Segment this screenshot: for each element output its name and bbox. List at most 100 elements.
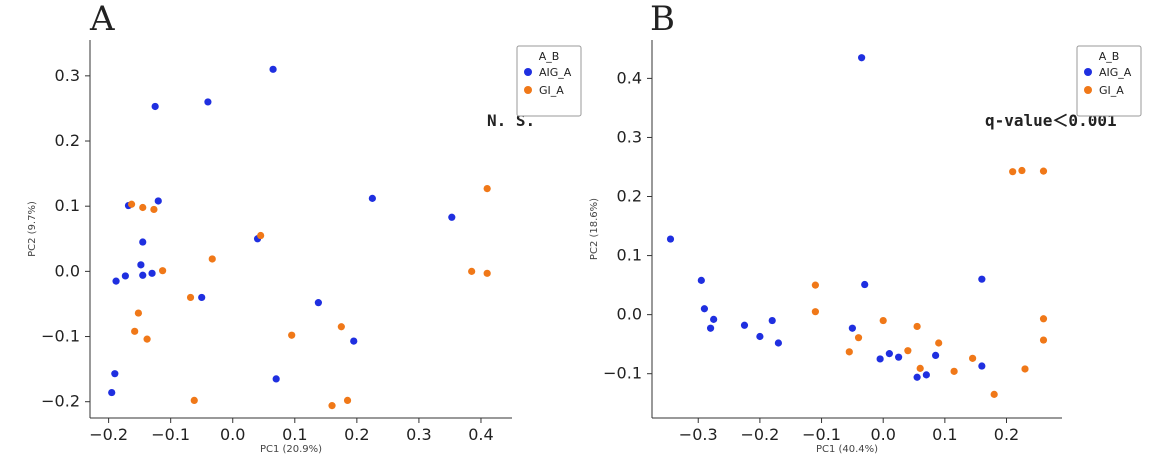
legend-entry-label: GI_A <box>539 84 564 97</box>
point-aig-a <box>700 305 709 313</box>
point-gi-a <box>1018 166 1026 175</box>
y-tick-label: −0.1 <box>603 364 642 383</box>
point-aig-a <box>272 375 280 383</box>
point-aig-a <box>895 353 903 361</box>
point-gi-a <box>811 281 819 289</box>
legend-box <box>1076 45 1142 117</box>
x-axis-label: PC1 (20.9%) <box>260 444 322 455</box>
x-tick-label: −0.1 <box>151 425 190 444</box>
panel-letter: B <box>650 0 675 39</box>
point-aig-a <box>350 337 358 345</box>
point-aig-a <box>774 339 782 347</box>
point-gi-a <box>150 205 158 214</box>
point-gi-a <box>811 308 819 316</box>
point-aig-a <box>139 238 147 246</box>
point-gi-a <box>131 327 139 335</box>
point-gi-a <box>969 354 977 362</box>
point-gi-a <box>134 309 143 317</box>
point-gi-a <box>139 203 147 212</box>
point-aig-a <box>314 299 322 307</box>
legend: A_B AIG_A GI_A <box>1076 45 1142 117</box>
point-aig-a <box>121 272 129 280</box>
y-tick-label: 0.4 <box>617 68 642 87</box>
point-gi-a <box>190 396 198 405</box>
point-aig-a <box>978 362 986 370</box>
point-aig-a <box>139 271 147 279</box>
point-gi-a <box>1039 315 1048 323</box>
point-gi-a <box>288 331 296 339</box>
point-aig-a <box>768 316 776 325</box>
point-gi-a <box>950 367 958 375</box>
point-gi-a <box>143 335 151 343</box>
y-tick-label: 0.0 <box>55 261 80 280</box>
point-aig-a <box>148 269 156 277</box>
y-axis-label: PC2 (18.6%) <box>589 198 600 260</box>
point-gi-a <box>990 390 998 398</box>
point-gi-a <box>208 255 216 263</box>
point-aig-a <box>913 373 921 381</box>
x-tick-label: −0.2 <box>740 425 779 444</box>
point-aig-a <box>112 277 120 285</box>
legend-entry-label: AIG_A <box>539 66 572 79</box>
y-tick-label: 0.0 <box>617 305 642 324</box>
point-aig-a <box>885 350 893 358</box>
y-tick-label: 0.2 <box>55 131 80 150</box>
point-gi-a <box>916 364 924 372</box>
legend-title: A_B <box>1099 50 1120 63</box>
point-aig-a <box>740 321 749 329</box>
point-gi-a <box>1009 168 1017 176</box>
point-gi-a <box>337 323 345 331</box>
point-aig-a <box>269 65 277 73</box>
point-aig-a <box>108 388 116 397</box>
point-gi-a <box>328 402 336 410</box>
x-tick-label: 0.2 <box>344 425 369 444</box>
point-aig-a <box>154 197 162 205</box>
point-aig-a <box>858 54 866 62</box>
x-tick-label: 0.2 <box>994 425 1019 444</box>
point-aig-a <box>861 280 869 289</box>
point-gi-a <box>879 316 887 325</box>
x-tick-label: 0.0 <box>220 425 245 444</box>
legend-title: A_B <box>539 50 560 63</box>
point-aig-a <box>978 275 986 283</box>
y-tick-label: 0.2 <box>617 187 642 206</box>
point-gi-a <box>854 334 863 342</box>
point-aig-a <box>922 371 930 379</box>
x-tick-label: 0.1 <box>932 425 957 444</box>
point-aig-a <box>198 293 206 302</box>
legend-box <box>516 45 582 117</box>
y-tick-label: −0.2 <box>41 392 80 411</box>
point-aig-a <box>876 355 884 363</box>
x-tick-label: 0.0 <box>870 425 895 444</box>
point-gi-a <box>186 293 195 302</box>
legend: A_B AIG_A GI_A <box>516 45 582 117</box>
point-aig-a <box>756 332 764 341</box>
point-gi-a <box>935 339 943 347</box>
panel-letter: A <box>89 0 115 39</box>
point-gi-a <box>257 231 265 240</box>
point-gi-a <box>845 348 853 356</box>
x-tick-label: 0.3 <box>406 425 431 444</box>
point-aig-a <box>204 98 212 106</box>
point-aig-a <box>697 276 705 284</box>
point-gi-a <box>159 267 167 275</box>
x-tick-label: −0.2 <box>89 425 128 444</box>
point-gi-a <box>904 347 912 355</box>
y-axis-label: PC2 (9.7%) <box>27 201 38 257</box>
point-aig-a <box>151 102 159 111</box>
x-tick-label: 0.1 <box>282 425 307 444</box>
y-tick-label: 0.1 <box>55 196 80 215</box>
plot-panel-B: B −0.3 −0.2 −0.1 0.0 0.1 0.2 −0.1 0.0 0.1 0.2 0.3 0.… <box>589 0 1142 455</box>
point-aig-a <box>666 235 675 243</box>
legend-marker <box>1084 86 1092 94</box>
point-gi-a <box>127 200 136 208</box>
y-tick-label: 0.3 <box>55 66 80 85</box>
point-aig-a <box>706 324 715 332</box>
point-aig-a <box>111 370 119 378</box>
point-gi-a <box>483 184 491 193</box>
point-gi-a <box>468 267 476 275</box>
x-tick-label: −0.3 <box>679 425 718 444</box>
x-tick-label: −0.1 <box>802 425 841 444</box>
